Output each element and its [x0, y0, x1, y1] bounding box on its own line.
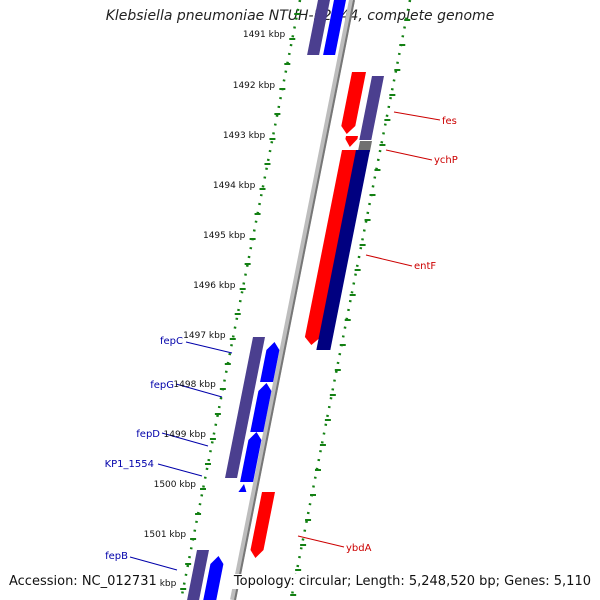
callout-line [175, 383, 223, 398]
gene-label-fepB[interactable]: fepB [105, 551, 128, 562]
gene-label-entF[interactable]: entF [414, 261, 436, 272]
callout-line [385, 149, 433, 161]
gene-label-KP1_1554[interactable]: KP1_1554 [105, 459, 154, 470]
gene-arrow-ybdA [250, 492, 275, 558]
gene-label-fes[interactable]: fes [442, 116, 457, 127]
gene-label-fepG[interactable]: fepG [150, 380, 174, 391]
kbp-label: 1492 kbp [233, 81, 276, 91]
gene-arrows [203, 0, 370, 600]
genome-summary-text: Topology: circular; Length: 5,248,520 bp… [231, 574, 593, 589]
gene-track-band [225, 337, 265, 478]
gene-track-band [357, 141, 372, 152]
callout-line [393, 111, 441, 121]
callout-line [157, 463, 203, 477]
gene-track-band [307, 0, 330, 55]
genome-backbone [230, 0, 355, 600]
gene-arrow-fepG [250, 383, 272, 432]
kbp-label: 1498 kbp [173, 380, 216, 390]
gene-arrow [323, 0, 346, 55]
gene-label-fepD[interactable]: fepD [136, 429, 160, 440]
gene-arrow-selected [316, 150, 370, 350]
kbp-label: 1497 kbp [183, 331, 226, 341]
callout-line [129, 556, 178, 571]
gene-track-band [359, 76, 384, 140]
gene-arrow-ychP [345, 136, 358, 147]
callout-line [365, 254, 413, 267]
kbp-tick-marks [179, 0, 412, 600]
gene-track-band [187, 550, 209, 600]
kbp-label: 1494 kbp [213, 181, 256, 191]
gene-arrow-fepD [240, 432, 262, 482]
kbp-label: 1495 kbp [203, 231, 246, 241]
kbp-label: 1493 kbp [223, 131, 266, 141]
gene-arrow-fepC [260, 342, 280, 382]
kbp-label: 1496 kbp [193, 281, 236, 291]
gene-arrow-fepB [203, 556, 224, 600]
accession-text: Accession: NC_012731 [7, 574, 159, 589]
callout-line [185, 341, 233, 354]
gene-callouts: fes ychP entF ybdA fepC fepG fepD KP1_1554 fepB [105, 111, 458, 571]
map-title: Klebsiella pneumoniae NTUH-K2044, comple… [105, 8, 495, 24]
kbp-label: 1491 kbp [243, 30, 286, 40]
gene-arrow-entF [304, 150, 358, 345]
kbp-label: 1501 kbp [144, 530, 187, 540]
kbp-label: 1499 kbp [164, 430, 207, 440]
callout-line [161, 432, 209, 447]
gene-label-ychP[interactable]: ychP [434, 155, 458, 166]
gene-label-ybdA[interactable]: ybdA [346, 543, 372, 554]
gene-arrow-KP1_1554 [238, 484, 247, 492]
gene-tracks [187, 0, 384, 600]
callout-line [297, 535, 345, 548]
kbp-label: 1500 kbp [154, 480, 197, 490]
gene-arrow-fes [341, 72, 366, 134]
gene-label-fepC[interactable]: fepC [160, 336, 183, 347]
